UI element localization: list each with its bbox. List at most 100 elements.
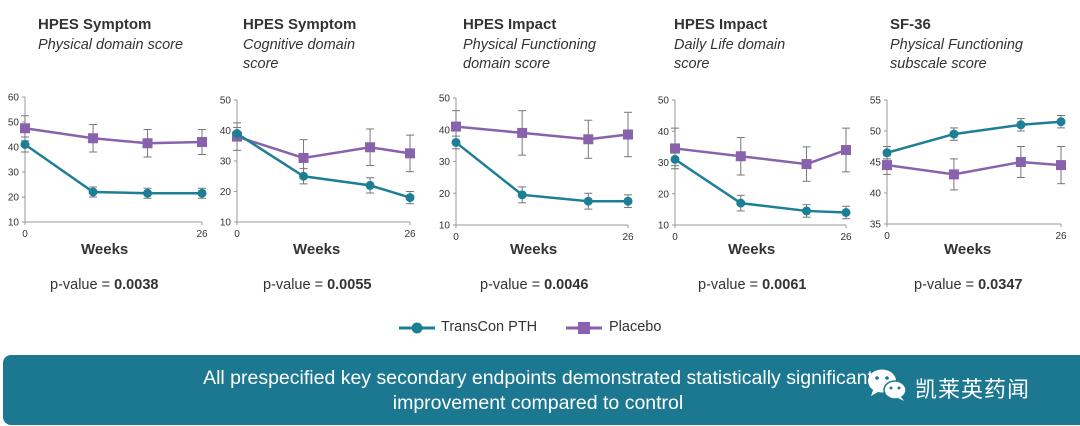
data-point bbox=[405, 193, 415, 203]
panel-3-subtitle: Physical Functioning domain score bbox=[463, 37, 596, 72]
panel-4-pvalue-number: 0.0061 bbox=[762, 277, 807, 293]
data-point bbox=[405, 148, 415, 159]
panel-2-chart: 10 20 30 40 50 0 26 bbox=[220, 96, 416, 241]
wechat-icon bbox=[868, 369, 907, 401]
data-point bbox=[20, 140, 30, 149]
x-tick-label: 26 bbox=[196, 229, 208, 240]
series-placebo bbox=[20, 115, 207, 158]
series-line bbox=[236, 132, 411, 199]
y-tick-label: 30 bbox=[8, 168, 20, 179]
data-point bbox=[949, 129, 959, 139]
data-point bbox=[517, 190, 527, 200]
y-tick-label: 20 bbox=[220, 187, 232, 198]
y-tick-label: 20 bbox=[8, 193, 20, 204]
y-tick-label: 50 bbox=[870, 127, 882, 138]
panel-1-pvalue: p-value = 0.0038 bbox=[50, 277, 158, 293]
panel-5-subtitle: Physical Functioning subscale score bbox=[890, 37, 1023, 72]
panel-2-subtitle: Cognitive domain score bbox=[243, 37, 356, 72]
data-point bbox=[88, 133, 99, 144]
panel-5-pvalue: p-value = 0.0347 bbox=[914, 277, 1022, 293]
data-point bbox=[801, 159, 812, 170]
panel-2-pvalue: p-value = 0.0055 bbox=[263, 277, 371, 293]
data-point bbox=[1056, 160, 1066, 171]
legend-placebo-marker bbox=[566, 322, 602, 334]
panel-4-subtitle: Daily Life domain score bbox=[674, 37, 786, 72]
panel-4-title: HPES Impact bbox=[674, 16, 768, 33]
data-point bbox=[365, 180, 375, 190]
data-point bbox=[197, 137, 207, 147]
data-point bbox=[882, 160, 892, 171]
x-tick-label: 0 bbox=[672, 232, 678, 243]
data-point bbox=[88, 187, 98, 197]
series-line bbox=[236, 135, 411, 160]
panel-1-title: HPES Symptom bbox=[38, 16, 152, 33]
y-tick-label: 40 bbox=[8, 143, 20, 154]
y-tick-label: 40 bbox=[220, 126, 232, 137]
y-tick-label: 20 bbox=[439, 189, 451, 200]
conclusion-banner: All prespecified key secondary endpoints… bbox=[3, 355, 1080, 425]
series-line bbox=[24, 127, 203, 145]
legend-transcon-label: TransCon PTH bbox=[441, 319, 538, 335]
series-placebo bbox=[451, 110, 633, 159]
data-point bbox=[623, 129, 633, 140]
panel-5-pvalue-label: p-value = bbox=[914, 277, 975, 293]
y-tick-label: 35 bbox=[870, 220, 882, 231]
series-line bbox=[674, 158, 847, 214]
series-transcon bbox=[670, 152, 851, 220]
panel-5-pvalue-number: 0.0347 bbox=[978, 277, 1023, 293]
x-tick-label: 26 bbox=[1055, 231, 1067, 242]
data-point bbox=[1056, 117, 1066, 127]
data-point bbox=[142, 138, 153, 149]
data-point bbox=[20, 123, 30, 134]
panel-1-subtitle: Physical domain score bbox=[38, 37, 184, 53]
series-transcon bbox=[20, 136, 207, 199]
x-tick-label: 0 bbox=[884, 231, 890, 242]
data-point bbox=[670, 154, 680, 164]
series-transcon bbox=[882, 115, 1066, 160]
chart-panel-1: HPES Symptom Physical domain score 10 20 3… bbox=[0, 0, 215, 300]
panel-2-xlabel: Weeks bbox=[293, 241, 341, 258]
panel-1-pvalue-label: p-value = bbox=[50, 277, 111, 293]
data-point bbox=[1016, 120, 1026, 130]
chart-panel-4: HPES Impact Daily Life domain score 10 20… bbox=[645, 0, 860, 300]
panel-3-pvalue: p-value = 0.0046 bbox=[480, 277, 588, 293]
y-tick-label: 30 bbox=[220, 157, 232, 168]
series-line bbox=[886, 120, 1062, 154]
legend-transcon-marker bbox=[399, 322, 435, 334]
x-tick-label: 26 bbox=[404, 229, 416, 240]
chart-panel-3: HPES Impact Physical Functioning domain … bbox=[425, 0, 645, 300]
data-point bbox=[583, 134, 594, 145]
y-tick-label: 10 bbox=[439, 221, 451, 232]
legend-placebo-label: Placebo bbox=[609, 319, 662, 335]
x-tick-label: 26 bbox=[840, 232, 852, 243]
data-point bbox=[451, 121, 461, 132]
data-point bbox=[948, 169, 959, 180]
panel-2-pvalue-label: p-value = bbox=[263, 277, 324, 293]
series-line bbox=[24, 143, 202, 195]
data-point bbox=[583, 196, 593, 206]
y-tick-label: 50 bbox=[8, 118, 20, 129]
panel-4-pvalue: p-value = 0.0061 bbox=[698, 277, 806, 293]
series-placebo bbox=[232, 122, 415, 177]
data-point bbox=[882, 148, 892, 158]
series-line bbox=[455, 141, 628, 203]
data-point bbox=[670, 143, 680, 154]
panel-5-xlabel: Weeks bbox=[944, 241, 992, 258]
y-tick-label: 50 bbox=[658, 96, 670, 107]
series-placebo bbox=[670, 127, 851, 182]
data-point bbox=[298, 152, 309, 163]
banner-text: All prespecified key secondary endpoints… bbox=[203, 367, 873, 414]
panel-3-xlabel: Weeks bbox=[510, 241, 558, 258]
series-placebo bbox=[882, 146, 1066, 191]
y-tick-label: 40 bbox=[439, 125, 451, 136]
panel-2-pvalue-number: 0.0055 bbox=[327, 277, 372, 293]
data-point bbox=[1015, 157, 1026, 167]
panel-2-title: HPES Symptom bbox=[243, 16, 357, 33]
y-tick-label: 45 bbox=[870, 158, 882, 169]
panel-4-pvalue-label: p-value = bbox=[698, 277, 759, 293]
watermark-text: 凯莱英药闻 bbox=[915, 377, 1031, 402]
data-point bbox=[299, 171, 309, 181]
chart-panel-5: SF-36 Physical Functioning subscale scor… bbox=[860, 0, 1078, 300]
data-point bbox=[451, 137, 461, 147]
panel-5-chart: 35 40 45 50 55 0 26 bbox=[870, 96, 1067, 243]
